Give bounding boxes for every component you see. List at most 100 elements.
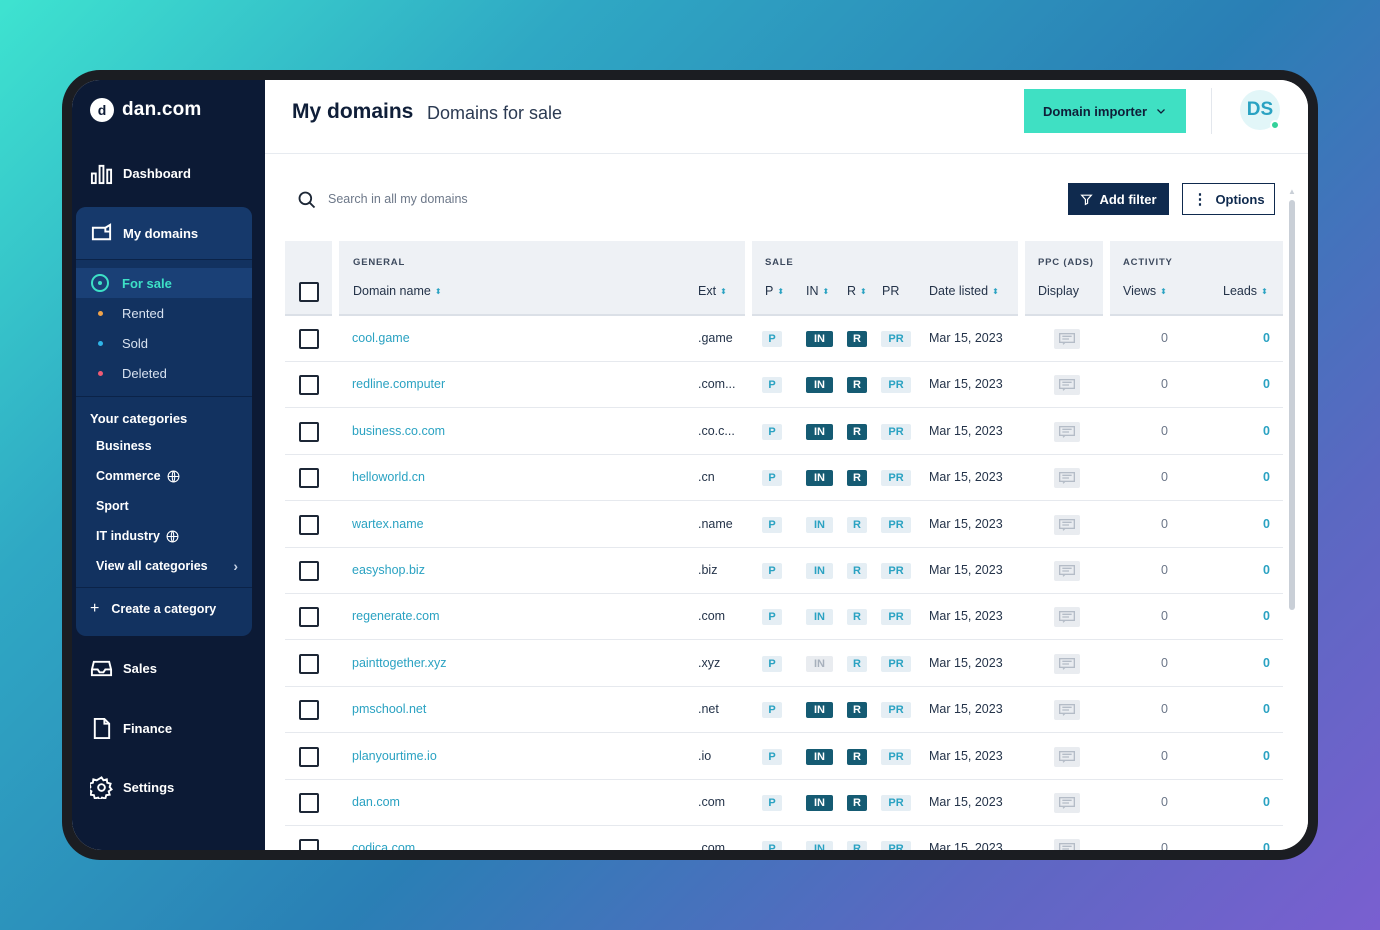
sidebar-item-my-domains[interactable]: My domains (76, 207, 252, 259)
row-checkbox[interactable] (299, 746, 319, 767)
badge-p[interactable]: P (762, 748, 782, 765)
ad-display-icon[interactable] (1054, 700, 1080, 721)
badge-pr[interactable]: PR (881, 516, 911, 533)
column-ext[interactable]: Ext ⬍ (698, 284, 727, 298)
domain-name-link[interactable]: business.co.com (352, 423, 446, 438)
badge-in[interactable]: IN (806, 795, 833, 811)
sidebar-item-rented[interactable]: Rented (76, 298, 252, 328)
badge-p[interactable]: P (762, 331, 782, 347)
scrollbar[interactable] (1289, 200, 1295, 610)
leads-count[interactable]: 0 (1263, 470, 1270, 485)
row-checkbox[interactable] (299, 375, 319, 396)
row-checkbox[interactable] (299, 561, 319, 581)
row-checkbox[interactable] (299, 514, 319, 535)
domain-name-link[interactable]: pmschool.net (352, 702, 427, 717)
create-category-button[interactable]: + Create a category (76, 588, 252, 630)
category-sport[interactable]: Sport (76, 491, 252, 521)
column-date-listed[interactable]: Date listed ⬍ (929, 284, 999, 298)
badge-pr[interactable]: PR (881, 609, 911, 626)
badge-in[interactable]: IN (806, 841, 833, 850)
column-domain-name[interactable]: Domain name ⬍ (353, 284, 442, 298)
leads-count[interactable]: 0 (1263, 331, 1270, 345)
ad-display-icon[interactable] (1054, 329, 1080, 349)
leads-count[interactable]: 0 (1263, 655, 1270, 670)
domain-name-link[interactable]: helloworld.cn (352, 470, 425, 485)
badge-pr[interactable]: PR (881, 423, 911, 440)
leads-count[interactable]: 0 (1263, 563, 1270, 577)
row-checkbox[interactable] (299, 700, 319, 721)
column-r[interactable]: R ⬍ (847, 284, 867, 298)
sidebar-item-finance[interactable]: Finance (90, 717, 172, 740)
badge-pr[interactable]: PR (881, 331, 911, 347)
column-display[interactable]: Display (1038, 284, 1079, 298)
options-button[interactable]: ⋮ Options (1182, 183, 1275, 215)
badge-pr[interactable]: PR (881, 795, 911, 811)
table-row[interactable]: planyourtime.io .io P IN R PR Mar 15, 2023 0 0 (285, 734, 1283, 780)
domain-name-link[interactable]: cool.game (352, 331, 410, 345)
badge-pr[interactable]: PR (881, 655, 911, 672)
badge-in[interactable]: IN (806, 655, 833, 672)
search-input[interactable] (328, 188, 648, 210)
domain-name-link[interactable]: wartex.name (352, 516, 424, 531)
badge-pr[interactable]: PR (881, 377, 911, 394)
scroll-up-icon[interactable]: ▲ (1288, 187, 1296, 196)
ad-display-icon[interactable] (1054, 421, 1080, 442)
table-row[interactable]: dan.com .com P IN R PR Mar 15, 2023 0 0 (285, 780, 1283, 826)
ad-display-icon[interactable] (1054, 375, 1080, 396)
table-row[interactable]: redline.computer .com... P IN R PR Mar 15, 202… (285, 362, 1283, 409)
badge-p[interactable]: P (762, 423, 782, 440)
table-row[interactable]: wartex.name .name P IN R PR Mar 15, 2023 0 0 (285, 502, 1283, 548)
badge-in[interactable]: IN (806, 516, 833, 533)
badge-in[interactable]: IN (806, 423, 833, 440)
table-row[interactable]: codica.com .com P IN R PR Mar 15, 2023 0 0 (285, 826, 1283, 850)
column-in[interactable]: IN ⬍ (806, 284, 829, 298)
table-row[interactable]: cool.game .game P IN R PR Mar 15, 2023 0 0 (285, 316, 1283, 362)
row-checkbox[interactable] (299, 607, 319, 628)
badge-r[interactable]: R (847, 563, 867, 579)
table-row[interactable]: helloworld.cn .cn P IN R PR Mar 15, 2023 0 0 (285, 455, 1283, 502)
table-row[interactable]: easyshop.biz .biz P IN R PR Mar 15, 2023 0 0 (285, 548, 1283, 594)
badge-pr[interactable]: PR (881, 563, 911, 579)
row-checkbox[interactable] (299, 421, 319, 442)
badge-p[interactable]: P (762, 377, 782, 394)
badge-pr[interactable]: PR (881, 470, 911, 487)
badge-r[interactable]: R (847, 841, 867, 850)
domain-name-link[interactable]: redline.computer (352, 377, 446, 392)
row-checkbox[interactable] (299, 329, 319, 349)
badge-r[interactable]: R (847, 702, 867, 719)
leads-count[interactable]: 0 (1263, 377, 1270, 392)
domain-name-link[interactable]: painttogether.xyz (352, 655, 447, 670)
badge-r[interactable]: R (847, 331, 867, 347)
domain-importer-button[interactable]: Domain importer (1024, 89, 1186, 133)
badge-r[interactable]: R (847, 609, 867, 626)
ad-display-icon[interactable] (1054, 468, 1080, 489)
table-row[interactable]: regenerate.com .com P IN R PR Mar 15, 2023 0 0 (285, 594, 1283, 641)
badge-r[interactable]: R (847, 470, 867, 487)
badge-in[interactable]: IN (806, 748, 833, 765)
leads-count[interactable]: 0 (1263, 516, 1270, 531)
logo[interactable]: d dan.com (90, 98, 202, 122)
category-business[interactable]: Business (76, 431, 252, 461)
domain-name-link[interactable]: dan.com (352, 795, 400, 809)
view-all-categories-link[interactable]: View all categories › (76, 551, 252, 581)
badge-in[interactable]: IN (806, 331, 833, 347)
table-row[interactable]: painttogether.xyz .xyz P IN R PR Mar 15, 2023 0… (285, 641, 1283, 687)
add-filter-button[interactable]: Add filter (1068, 183, 1169, 215)
sidebar-item-dashboard[interactable]: Dashboard (90, 162, 191, 185)
badge-pr[interactable]: PR (881, 841, 911, 850)
table-row[interactable]: business.co.com .co.c... P IN R PR Mar 15, 202… (285, 409, 1283, 455)
badge-r[interactable]: R (847, 655, 867, 672)
ad-display-icon[interactable] (1054, 607, 1080, 628)
row-checkbox[interactable] (299, 839, 319, 850)
category-commerce[interactable]: Commerce (76, 461, 252, 491)
column-pr[interactable]: PR (882, 284, 899, 298)
table-row[interactable]: pmschool.net .net P IN R PR Mar 15, 2023 0 0 (285, 687, 1283, 734)
leads-count[interactable]: 0 (1263, 423, 1270, 438)
row-checkbox[interactable] (299, 468, 319, 489)
badge-p[interactable]: P (762, 702, 782, 719)
badge-r[interactable]: R (847, 516, 867, 533)
column-views[interactable]: Views ⬍ (1123, 284, 1167, 298)
badge-p[interactable]: P (762, 470, 782, 487)
sidebar-item-deleted[interactable]: Deleted (76, 358, 252, 388)
badge-in[interactable]: IN (806, 609, 833, 626)
